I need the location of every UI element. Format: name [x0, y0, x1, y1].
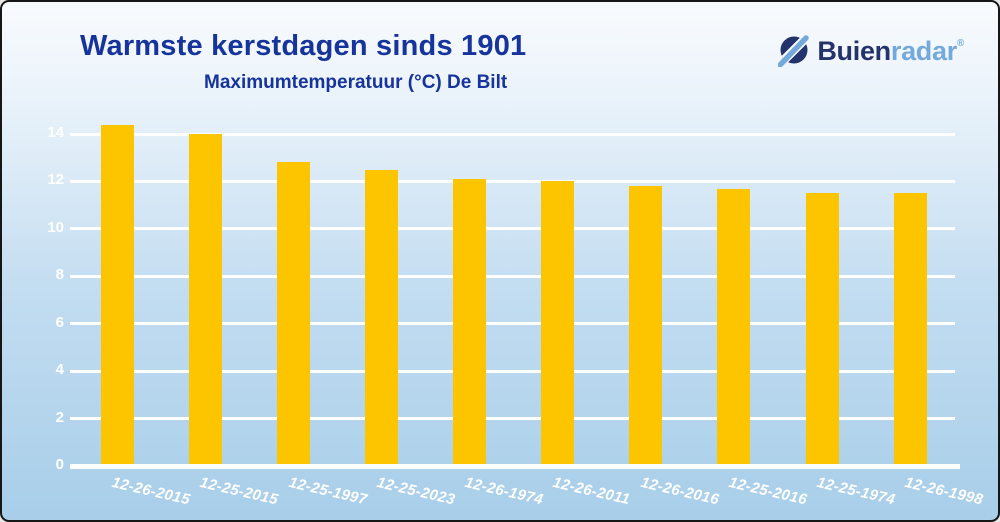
- chart-subtitle: Maximumtemperatuur (°C) De Bilt: [204, 72, 508, 93]
- gridline-12: [70, 179, 955, 183]
- x-axis-label-12-26-2016: 12-26-2016: [639, 474, 721, 509]
- gridline-2: [70, 417, 955, 421]
- logo-text-buien: Buien: [817, 35, 891, 66]
- gridline-10: [70, 227, 955, 231]
- x-axis-label-12-25-2016: 12-25-2016: [727, 474, 809, 509]
- y-axis-label-8: 8: [55, 266, 64, 284]
- y-axis-label-10: 10: [47, 218, 64, 236]
- bar-12-26-1974: [453, 179, 487, 466]
- y-axis-label-12: 12: [47, 171, 64, 189]
- x-axis-label-12-26-2011: 12-26-2011: [550, 474, 632, 509]
- bar-12-25-1974: [805, 193, 839, 466]
- y-axis-label-0: 0: [55, 456, 64, 473]
- bar-12-26-2016: [629, 186, 663, 466]
- y-axis-label-14: 14: [47, 124, 64, 141]
- x-axis-label-12-26-1974: 12-26-1974: [462, 474, 545, 509]
- x-axis-line: [70, 463, 960, 469]
- gridline-6: [70, 322, 955, 326]
- gridline-14: [70, 132, 955, 136]
- bar-12-25-2016: [717, 188, 751, 466]
- bar-12-26-2011: [541, 181, 575, 466]
- bar-12-26-2015: [100, 124, 134, 466]
- y-axis-label-6: 6: [55, 313, 64, 331]
- buienradar-radar-beam-icon: [778, 35, 810, 67]
- x-axis-label-12-26-2015: 12-26-2015: [110, 474, 193, 509]
- chart-title: Warmste kerstdagen sinds 1901: [80, 30, 527, 62]
- buienradar-logo: Buienradar®: [778, 35, 964, 67]
- y-axis-label-2: 2: [55, 408, 64, 426]
- gridline-8: [70, 274, 955, 278]
- x-axis-label-12-26-1998: 12-26-1998: [903, 474, 985, 509]
- logo-text-radar: radar: [890, 35, 957, 66]
- bar-12-25-2023: [365, 169, 399, 466]
- x-axis-label-12-25-1997: 12-25-1997: [286, 474, 369, 509]
- bar-12-25-1997: [277, 162, 311, 466]
- x-axis-label-12-25-2015: 12-25-2015: [198, 474, 281, 509]
- gridline-4: [70, 369, 955, 373]
- y-axis-label-4: 4: [55, 361, 64, 379]
- x-axis-label-12-25-1974: 12-25-1974: [815, 474, 897, 509]
- bar-12-25-2015: [188, 134, 222, 466]
- x-axis-label-12-25-2023: 12-25-2023: [374, 474, 457, 509]
- buienradar-wordmark: Buienradar®: [817, 36, 964, 67]
- bar-12-26-1998: [893, 193, 927, 466]
- registered-trademark-symbol: ®: [956, 37, 964, 49]
